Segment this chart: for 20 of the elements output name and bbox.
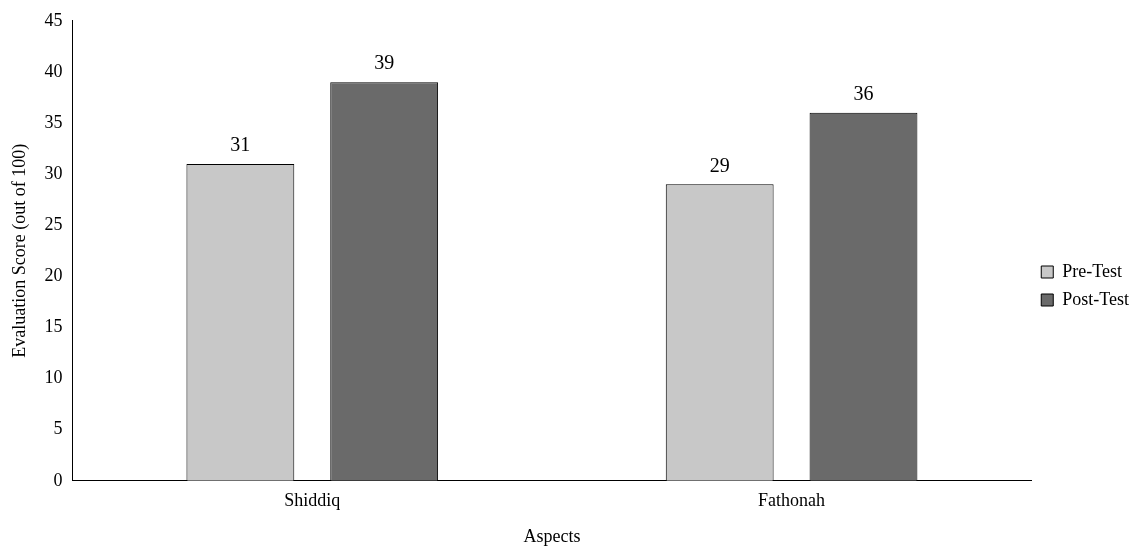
y-axis-title: Evaluation Score (out of 100) <box>8 143 30 358</box>
data-label: 31 <box>230 133 251 156</box>
y-tick-label: 25 <box>44 213 63 234</box>
data-label: 36 <box>853 82 874 105</box>
data-label: 39 <box>374 51 395 74</box>
x-axis-title: Aspects <box>523 525 581 546</box>
y-tick-label: 45 <box>44 9 63 30</box>
legend-label: Pre-Test <box>1062 260 1122 281</box>
y-tick-label: 35 <box>44 111 63 132</box>
data-label: 29 <box>709 153 730 176</box>
y-tick-label: 30 <box>44 162 63 183</box>
y-tick-label: 10 <box>44 367 63 388</box>
y-tick-label: 15 <box>44 316 63 337</box>
x-tick-label: Shiddiq <box>284 490 341 511</box>
y-tick-label: 20 <box>44 265 63 286</box>
x-tick-label: Fathonah <box>758 490 826 511</box>
y-tick-label: 40 <box>44 60 63 81</box>
y-tick-label: 5 <box>53 418 63 439</box>
y-tick-label: 0 <box>53 469 63 490</box>
legend-label: Post-Test <box>1062 288 1130 309</box>
